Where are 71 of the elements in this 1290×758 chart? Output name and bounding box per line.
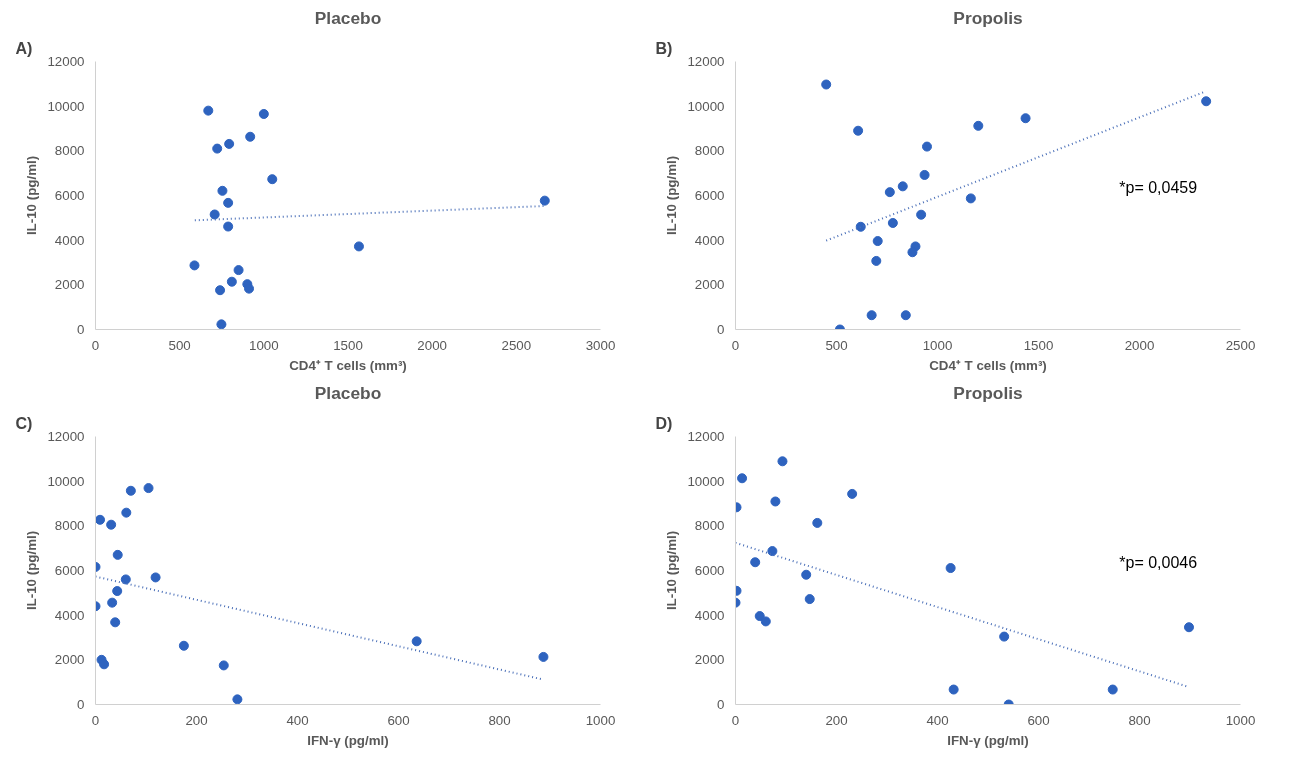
x-tick-label: 3000 (585, 337, 616, 353)
x-tick-label: 1000 (1225, 712, 1256, 728)
y-tick-label: 8000 (54, 143, 85, 159)
text: A) (15, 39, 33, 57)
x-tick-label: 600 (1027, 712, 1050, 728)
y-tick-label: 2000 (694, 652, 725, 668)
annotation: *p= 0,0459 (1119, 178, 1198, 196)
x-tick-label: 600 (387, 712, 410, 728)
y-tick-label: 12000 (47, 54, 85, 69)
y-tick-label: 10000 (47, 473, 85, 489)
x-tick-label: 1000 (585, 712, 616, 728)
y-tick-label: 0 (77, 697, 85, 712)
y-tick-label: 10000 (687, 473, 725, 489)
x-tick-label: 400 (286, 712, 309, 728)
chart-title: Propolis (953, 7, 1023, 28)
text: C) (15, 414, 33, 432)
x-tick-label: 2000 (417, 337, 447, 353)
x-axis-title: IFN-γ (pg/ml) (307, 732, 389, 748)
y-tick-label: 2000 (54, 277, 85, 293)
y-tick-label: 0 (717, 322, 725, 337)
y-tick-label: 6000 (54, 563, 85, 578)
y-tick-label: 4000 (54, 607, 85, 623)
y-tick-label: 8000 (694, 143, 725, 159)
x-tick-label: 200 (825, 712, 848, 728)
y-tick-label: 12000 (687, 429, 725, 444)
x-axis-title: CD4⁺ T cells (mm³) (289, 357, 407, 373)
y-tick-label: 10000 (47, 98, 85, 114)
y-tick-label: 0 (717, 697, 725, 712)
x-tick-label: 500 (168, 337, 191, 353)
x-tick-label: 0 (91, 337, 100, 353)
y-tick-label: 12000 (687, 54, 725, 69)
x-tick-label: 800 (1128, 712, 1151, 728)
x-tick-label: 2500 (1225, 337, 1256, 353)
chart-title: Placebo (314, 7, 382, 28)
y-axis-title: IL-10 (pg/ml) (24, 530, 40, 611)
x-tick-label: 0 (731, 712, 740, 728)
y-axis-title: IL-10 (pg/ml) (664, 530, 680, 611)
y-tick-label: 6000 (694, 563, 725, 578)
chart-title: Propolis (953, 382, 1023, 403)
x-tick-label: 200 (185, 712, 208, 728)
y-tick-label: 12000 (47, 429, 85, 444)
y-tick-label: 8000 (694, 518, 725, 534)
y-tick-label: 6000 (54, 188, 85, 203)
y-axis-title: IL-10 (pg/ml) (24, 155, 40, 236)
chart-title: Placebo (314, 382, 382, 403)
y-tick-label: 4000 (694, 607, 725, 623)
x-tick-label: 0 (91, 712, 100, 728)
y-tick-label: 4000 (694, 232, 725, 248)
y-tick-label: 4000 (54, 232, 85, 248)
y-tick-label: 6000 (694, 188, 725, 203)
x-tick-label: 800 (488, 712, 511, 728)
x-tick-label: 2500 (501, 337, 532, 353)
y-axis-title: IL-10 (pg/ml) (664, 155, 680, 236)
y-tick-label: 10000 (687, 98, 725, 114)
x-axis-title: IFN-γ (pg/ml) (947, 732, 1029, 748)
text: D) (655, 414, 673, 432)
x-tick-label: 1500 (1023, 337, 1054, 353)
text: B) (655, 39, 673, 57)
x-tick-label: 1000 (922, 337, 953, 353)
y-tick-label: 8000 (54, 518, 85, 534)
x-tick-label: 0 (731, 337, 740, 353)
y-tick-label: 2000 (694, 277, 725, 293)
annotation: *p= 0,0046 (1119, 553, 1198, 571)
x-tick-label: 500 (825, 337, 848, 353)
x-tick-label: 2000 (1124, 337, 1155, 353)
y-tick-label: 0 (77, 322, 85, 337)
x-tick-label: 1000 (249, 337, 279, 353)
x-tick-label: 400 (926, 712, 949, 728)
y-tick-label: 2000 (54, 652, 85, 668)
x-axis-title: CD4⁺ T cells (mm³) (929, 357, 1047, 373)
x-tick-label: 1500 (333, 337, 363, 353)
